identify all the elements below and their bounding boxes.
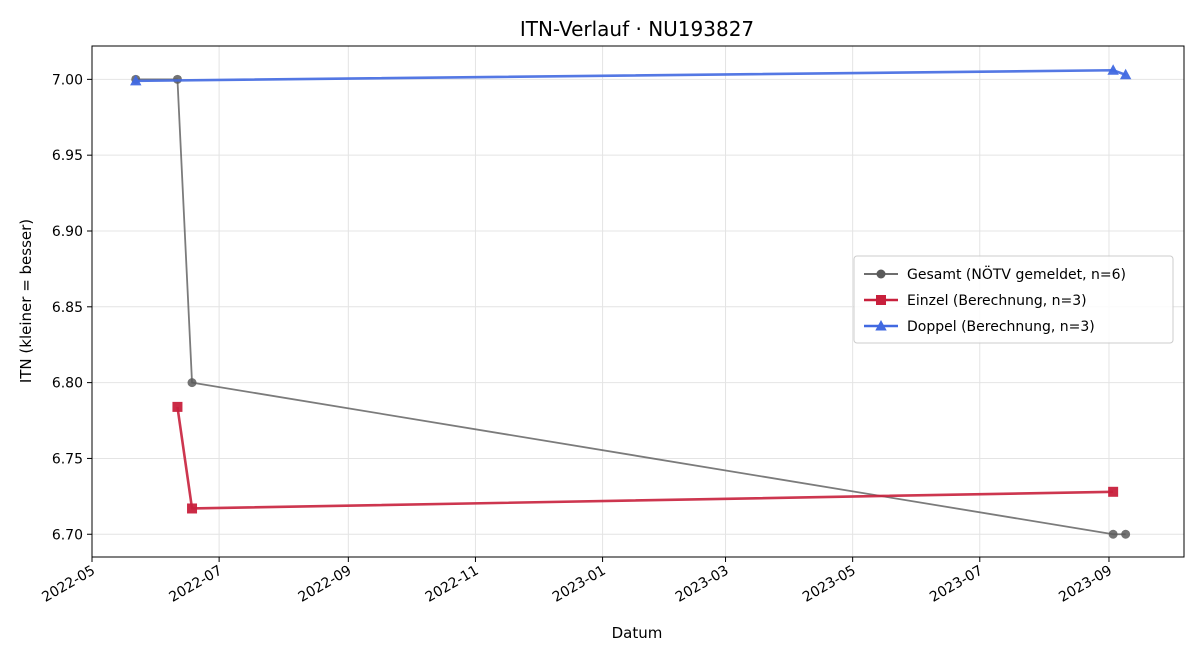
- chart-title: ITN-Verlauf · NU193827: [520, 17, 754, 41]
- x-axis-label: Datum: [612, 624, 663, 642]
- y-tick-label: 6.75: [52, 451, 83, 467]
- series-layer: [130, 64, 1132, 539]
- data-point: [1108, 486, 1119, 497]
- x-tick-label: 2023-07: [927, 563, 986, 606]
- legend-swatch-marker: [876, 269, 886, 279]
- legend-swatch-marker: [875, 320, 887, 331]
- legend-label: Einzel (Berechnung, n=3): [907, 293, 1087, 309]
- x-tick-label: 2023-01: [550, 563, 609, 606]
- x-tick-label: 2022-11: [423, 563, 482, 606]
- x-tick-label: 2023-03: [673, 563, 732, 606]
- y-tick-label: 6.90: [52, 224, 83, 240]
- grid: [91, 46, 1184, 557]
- data-point: [1108, 529, 1118, 539]
- legend-box: [853, 255, 1174, 344]
- series-1: [172, 401, 1119, 514]
- data-point: [187, 378, 197, 388]
- data-point: [1121, 529, 1131, 539]
- data-point: [1119, 68, 1132, 80]
- y-tick-label: 6.85: [52, 300, 83, 316]
- plot-frame: [91, 45, 1185, 558]
- x-tick-label: 2023-09: [1056, 563, 1115, 606]
- y-tick-label: 6.70: [52, 527, 83, 543]
- legend-item: Doppel (Berechnung, n=3): [864, 319, 1095, 335]
- data-point: [130, 74, 142, 86]
- legend-label: Doppel (Berechnung, n=3): [907, 319, 1095, 335]
- data-point: [1107, 64, 1119, 75]
- data-point: [172, 401, 183, 412]
- legend-label: Gesamt (NÖTV gemeldet, n=6): [907, 265, 1126, 283]
- legend-item: Gesamt (NÖTV gemeldet, n=6): [864, 265, 1126, 283]
- x-tick-label: 2023-05: [800, 563, 859, 606]
- data-point: [187, 503, 198, 514]
- legend: Gesamt (NÖTV gemeldet, n=6) Einzel (Berec…: [853, 255, 1174, 344]
- x-tick-label: 2022-09: [296, 563, 355, 606]
- y-tick-label: 6.80: [52, 376, 83, 392]
- legend-swatch-marker: [876, 295, 886, 305]
- series-2: [130, 64, 1132, 86]
- y-tick-label: 7.00: [52, 72, 83, 88]
- legend-item: Einzel (Berechnung, n=3): [864, 293, 1087, 309]
- x-tick-label: 2022-07: [166, 563, 225, 606]
- x-tick-label: 2022-05: [39, 563, 98, 606]
- y-tick-label: 6.95: [52, 148, 83, 164]
- y-axis-label: ITN (kleiner = besser): [17, 219, 35, 383]
